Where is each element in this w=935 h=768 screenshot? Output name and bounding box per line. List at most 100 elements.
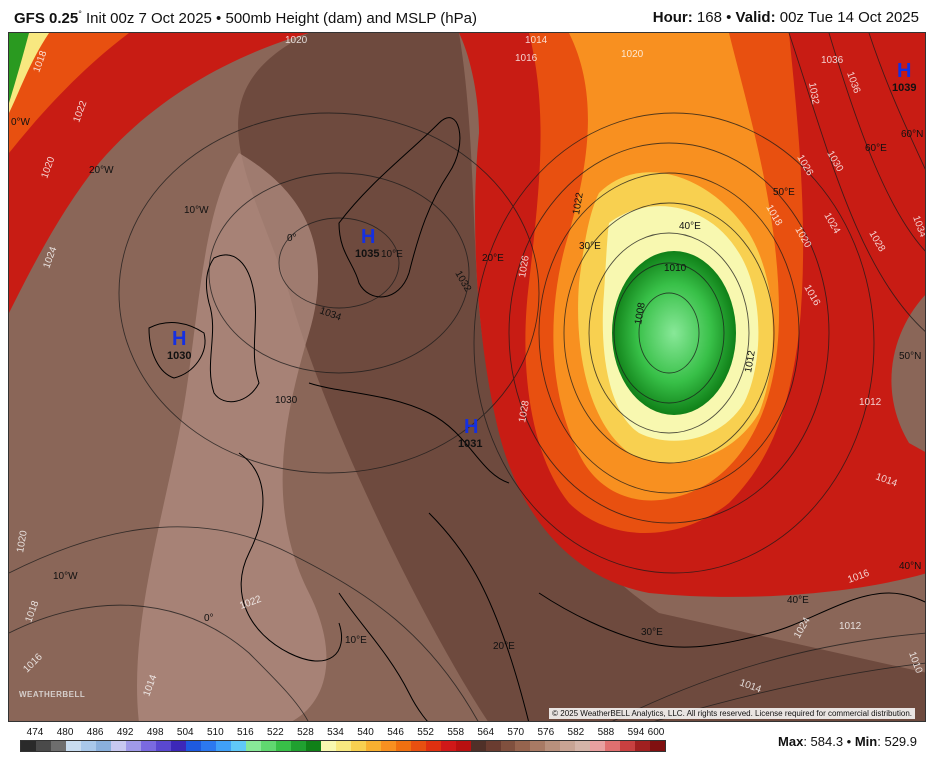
init-text: Init 00z 7 Oct 2025 • 500mb Height (dam)… bbox=[81, 10, 477, 27]
high-marker-letter: H bbox=[172, 328, 186, 350]
isobar-label: 1020 bbox=[15, 529, 30, 553]
color-tick-label: 558 bbox=[447, 727, 465, 738]
grid-label: 10°W bbox=[184, 205, 209, 216]
grid-label: 30°E bbox=[641, 627, 663, 638]
color-swatch bbox=[95, 741, 111, 751]
degree-mark: ° bbox=[78, 9, 82, 19]
high-marker-value: 1039 bbox=[892, 82, 916, 94]
coastlines bbox=[148, 117, 925, 721]
color-legend-ticks: 474 480 486 492 498 504 510 516 522 528 534 540 546 5… bbox=[20, 727, 666, 739]
isobar-label: 1022 bbox=[571, 191, 586, 215]
color-swatch bbox=[575, 741, 591, 751]
color-swatch bbox=[200, 741, 216, 751]
color-swatch bbox=[440, 741, 456, 751]
color-tick-label: 552 bbox=[417, 727, 434, 738]
valid-value: 00z Tue 14 Oct 2025 bbox=[775, 9, 919, 26]
color-legend: 474 480 486 492 498 504 510 516 522 528 534 540 546 5… bbox=[20, 727, 666, 757]
color-swatch bbox=[365, 741, 381, 751]
isobar-label: 1014 bbox=[525, 35, 548, 46]
model-name: GFS 0.25 bbox=[14, 10, 79, 27]
color-swatch bbox=[500, 741, 516, 751]
isobar-label: 1032 bbox=[806, 82, 821, 106]
color-tick-label: 564 bbox=[477, 727, 495, 738]
valid-time: Hour: 168 • Valid: 00z Tue 14 Oct 2025 bbox=[653, 9, 919, 26]
isobar-label: 1012 bbox=[859, 397, 882, 408]
height-band-green-west bbox=[9, 33, 29, 103]
color-swatch bbox=[605, 741, 621, 751]
color-swatch bbox=[425, 741, 441, 751]
grid-label: 40°E bbox=[679, 221, 701, 232]
color-swatch bbox=[290, 741, 306, 751]
high-marker-letter: H bbox=[464, 416, 478, 438]
title-bar: GFS 0.25° Init 00z 7 Oct 2025 • 500mb He… bbox=[0, 0, 935, 32]
grid-label: 10°E bbox=[345, 635, 367, 646]
color-swatch bbox=[515, 741, 531, 751]
color-swatch bbox=[335, 741, 351, 751]
color-tick-label: 546 bbox=[387, 727, 404, 738]
grid-label: 20°E bbox=[493, 641, 515, 652]
color-tick-label: 480 bbox=[56, 727, 74, 738]
height-band-brown-east bbox=[891, 295, 925, 452]
color-swatch bbox=[245, 741, 261, 751]
copyright-notice: © 2025 WeatherBELL Analytics, LLC. All r… bbox=[549, 708, 915, 719]
high-marker-value: 1030 bbox=[167, 350, 191, 362]
color-swatch bbox=[50, 741, 66, 751]
isobar-label: 1008 bbox=[633, 301, 648, 325]
isobar-label: 1016 bbox=[515, 53, 538, 64]
color-swatch bbox=[65, 741, 81, 751]
color-swatch bbox=[485, 741, 501, 751]
color-swatch bbox=[215, 741, 231, 751]
color-swatch bbox=[350, 741, 366, 751]
grid-label: 10°W bbox=[53, 571, 78, 582]
height-band-dark-ridge bbox=[238, 33, 925, 721]
weatherbell-logo: WEATHERBELL bbox=[19, 690, 86, 699]
color-tick-label: 582 bbox=[567, 727, 585, 738]
color-swatch bbox=[140, 741, 156, 751]
max-value: : 584.3 • bbox=[803, 734, 855, 749]
min-value: : 529.9 bbox=[877, 734, 917, 749]
color-swatch bbox=[650, 741, 666, 751]
color-tick-label: 522 bbox=[267, 727, 284, 738]
isobar-label: 1010 bbox=[664, 263, 687, 274]
color-swatch bbox=[35, 741, 51, 751]
grid-label: 0°W bbox=[11, 117, 31, 128]
grid-label: 50°N bbox=[899, 351, 921, 362]
grid-label: 10°E bbox=[381, 249, 403, 260]
model-title: GFS 0.25° Init 00z 7 Oct 2025 • 500mb He… bbox=[14, 9, 477, 27]
color-swatch bbox=[21, 741, 36, 751]
color-swatch bbox=[275, 741, 291, 751]
grid-label: 60°N bbox=[901, 129, 923, 140]
color-tick-label: 540 bbox=[357, 727, 374, 738]
color-swatch bbox=[395, 741, 411, 751]
color-swatch bbox=[125, 741, 141, 751]
weather-map: H 1039 H 1035 H 1030 H 1031 0°W 20°W 10°… bbox=[8, 32, 926, 722]
color-tick-label: 510 bbox=[206, 727, 224, 738]
grid-labels: 0°W 20°W 10°W 0° 10°E 20°E 30°E 40°E 50°… bbox=[11, 117, 923, 652]
hour-label: Hour: bbox=[652, 9, 693, 26]
color-swatch bbox=[455, 741, 471, 751]
color-swatch bbox=[260, 741, 276, 751]
color-swatch bbox=[320, 741, 336, 751]
grid-label: 40°E bbox=[787, 595, 809, 606]
color-tick-label: 570 bbox=[507, 727, 525, 738]
max-min-readout: Max: 584.3 • Min: 529.9 bbox=[778, 734, 917, 749]
color-tick-label: 588 bbox=[597, 727, 615, 738]
color-swatch bbox=[380, 741, 396, 751]
color-swatch bbox=[230, 741, 246, 751]
color-swatch bbox=[410, 741, 426, 751]
high-marker-value: 1035 bbox=[355, 248, 379, 260]
color-tick-label: 594 bbox=[627, 727, 645, 738]
isobars bbox=[9, 33, 925, 721]
max-label: Max bbox=[778, 734, 804, 749]
isobar-label: 1030 bbox=[275, 395, 298, 406]
color-legend-swatches bbox=[20, 740, 666, 752]
color-swatch bbox=[155, 741, 171, 751]
color-swatch bbox=[635, 741, 651, 751]
high-marker-value: 1031 bbox=[458, 438, 482, 450]
color-swatch bbox=[620, 741, 636, 751]
height-band-red-west bbox=[9, 33, 309, 313]
isobar-label: 1036 bbox=[821, 55, 844, 66]
high-pressure-markers: H 1039 H 1035 H 1030 H 1031 bbox=[167, 60, 916, 450]
color-tick-label: 528 bbox=[297, 727, 314, 738]
grid-label: 20°W bbox=[89, 165, 114, 176]
